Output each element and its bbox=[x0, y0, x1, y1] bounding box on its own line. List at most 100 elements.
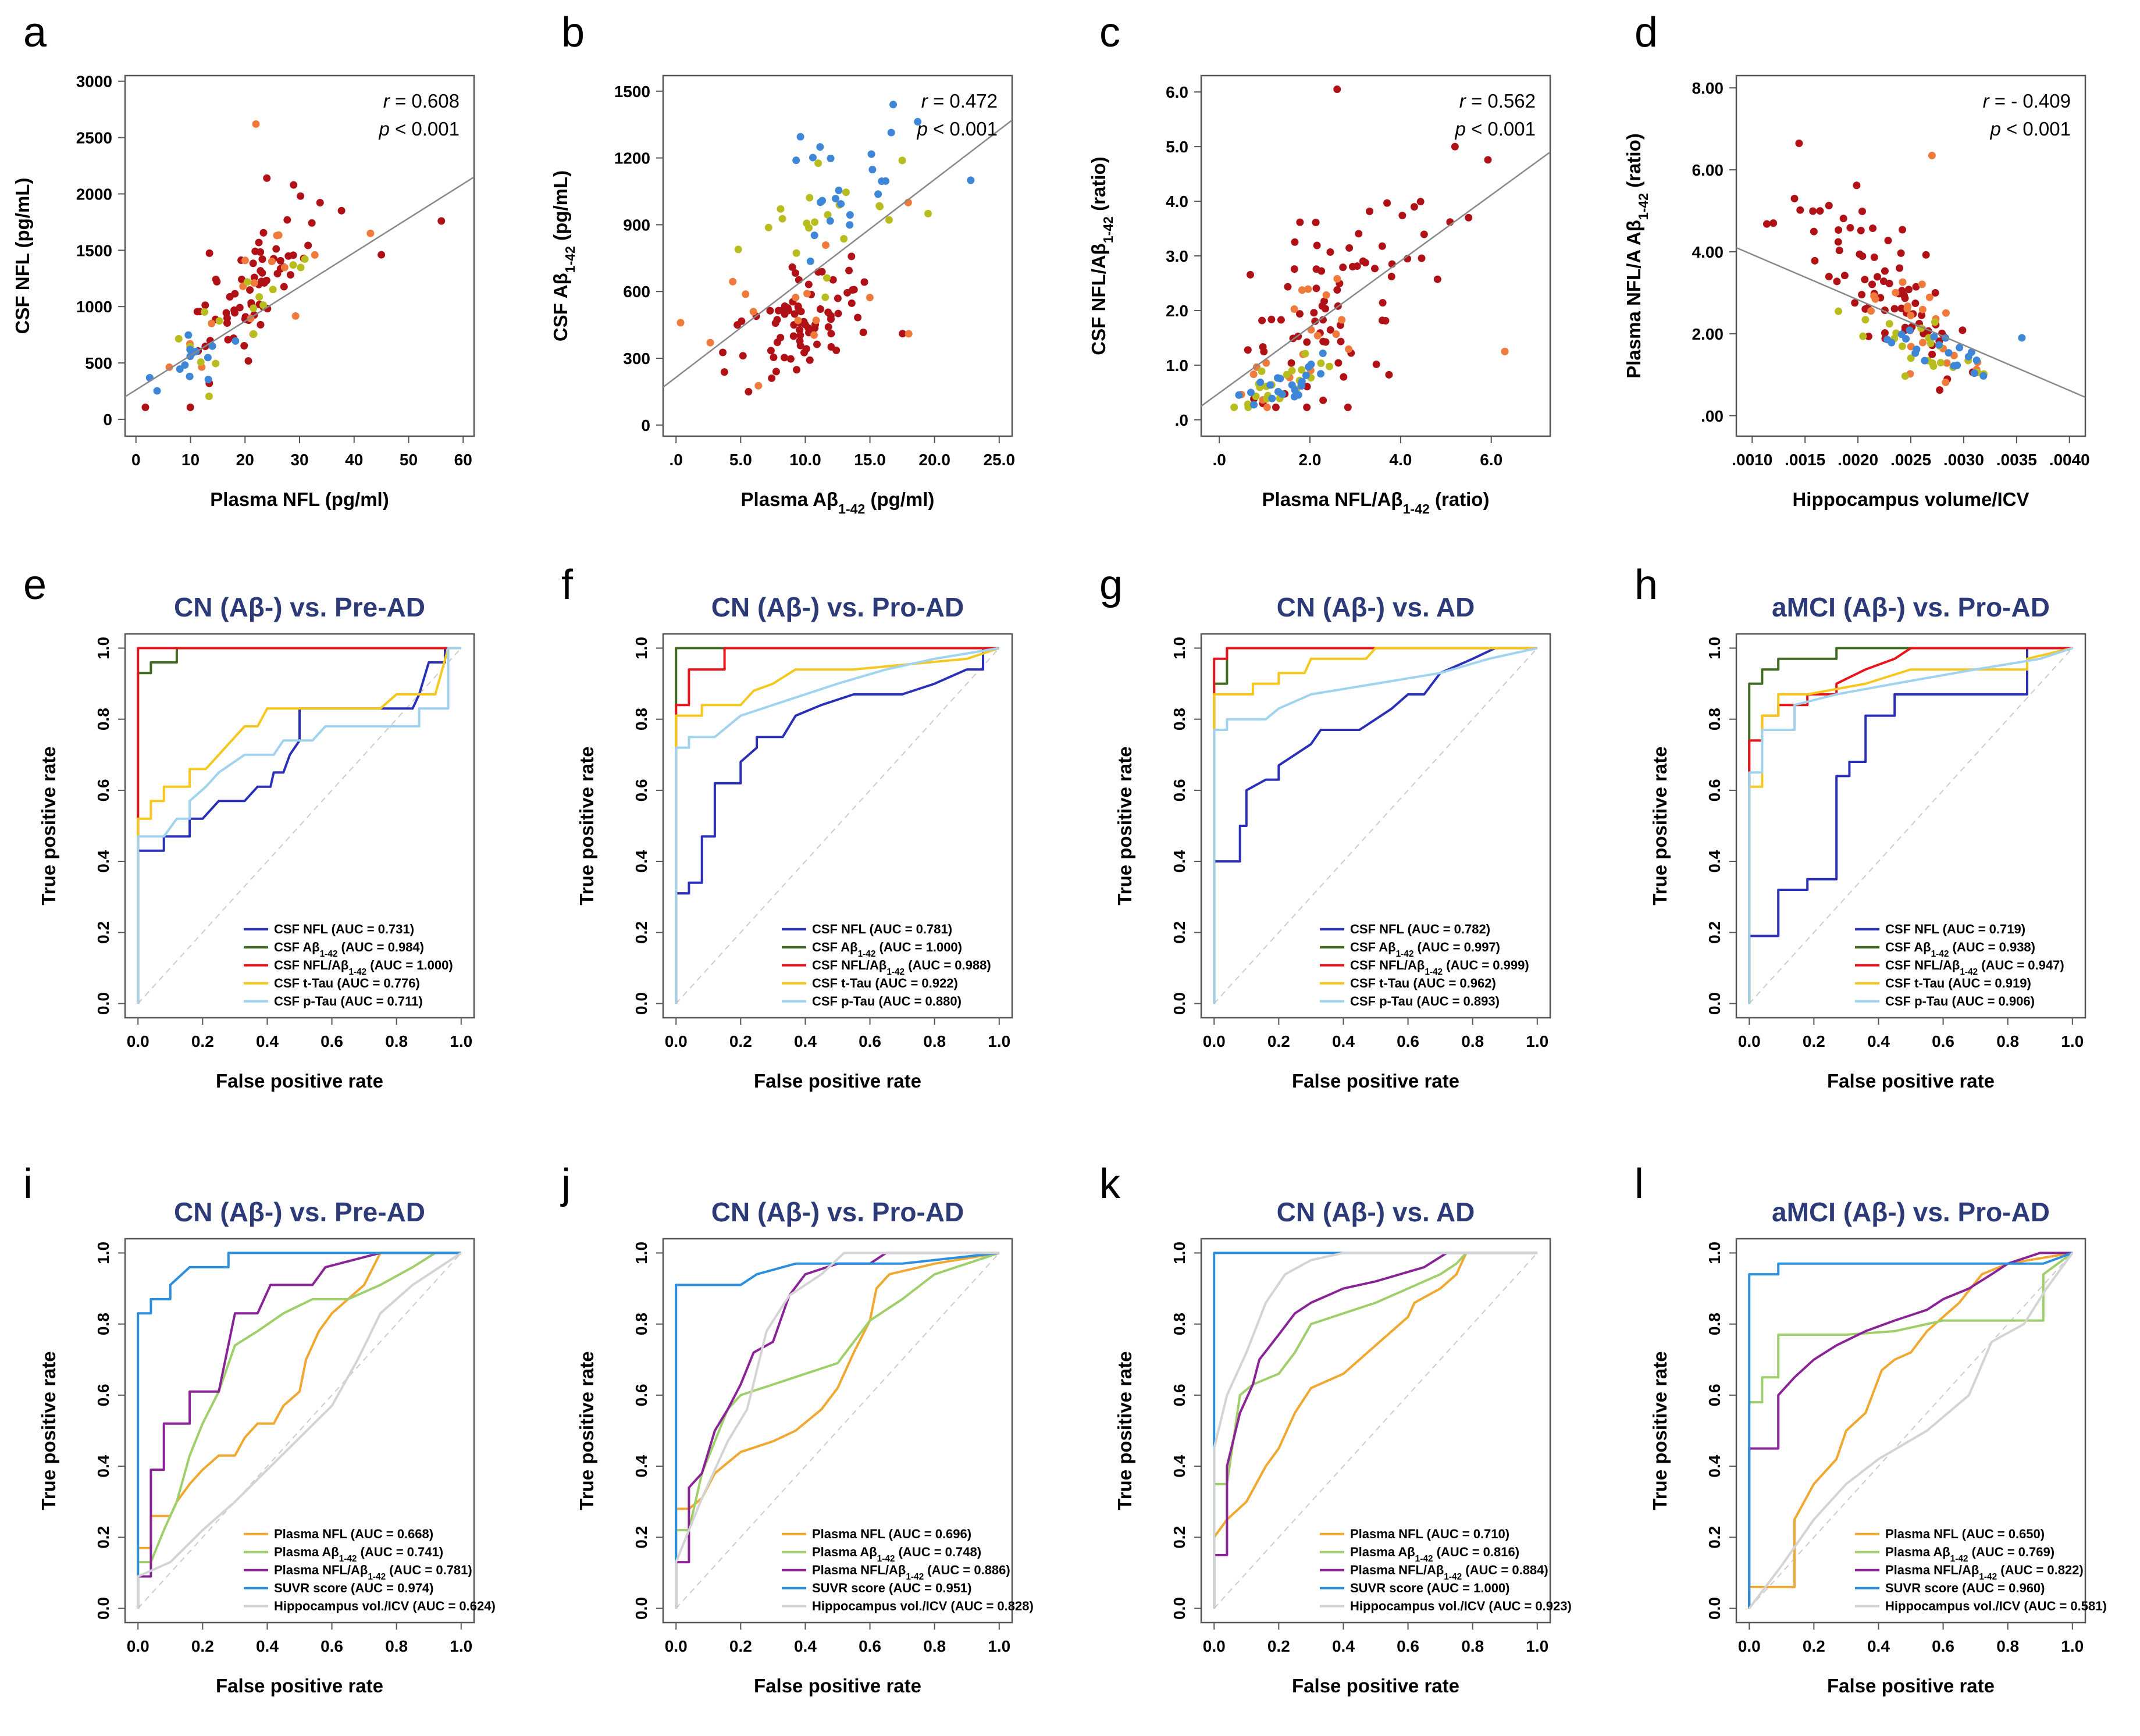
scatter-point bbox=[1303, 338, 1311, 346]
panel-title-f: CN (Aβ-) vs. Pro-AD bbox=[711, 592, 964, 622]
plot-frame-e bbox=[124, 633, 475, 1019]
y-tick-label-j: 0.0 bbox=[632, 1597, 650, 1620]
scatter-point bbox=[719, 348, 727, 357]
scatter-point bbox=[153, 387, 161, 395]
scatter-point bbox=[240, 341, 248, 350]
y-tick-label-l: 0.8 bbox=[1705, 1313, 1724, 1335]
scatter-point bbox=[255, 238, 263, 247]
panel-label-l: l bbox=[1635, 1161, 1644, 1207]
scatter-point bbox=[846, 211, 854, 219]
x-tick-label-e: 0.4 bbox=[256, 1032, 279, 1050]
roc-curve-g-4 bbox=[1213, 647, 1538, 1004]
scatter-point bbox=[809, 154, 817, 162]
scatter-point bbox=[257, 320, 265, 329]
y-tick-label-d: 4.00 bbox=[1692, 243, 1724, 261]
scatter-point bbox=[1897, 304, 1906, 312]
x-tick-label-j: 0.4 bbox=[794, 1637, 817, 1655]
x-tick-label-d: .0040 bbox=[2049, 451, 2090, 469]
scatter-point bbox=[1333, 286, 1341, 294]
y-tick-label-k: 0.8 bbox=[1170, 1313, 1188, 1335]
y-tick-label-f: 0.6 bbox=[632, 779, 650, 801]
scatter-point bbox=[283, 216, 291, 224]
y-tick-label-i: 1.0 bbox=[94, 1242, 112, 1264]
scatter-point bbox=[1381, 317, 1390, 325]
scatter-point bbox=[821, 293, 829, 301]
legend-entry-g: CSF t-Tau (AUC = 0.962) bbox=[1350, 976, 1496, 990]
legend-h: CSF NFL (AUC = 0.719) CSF Aβ1-42 (AUC = 0… bbox=[1855, 922, 2064, 1008]
scatter-point bbox=[1892, 288, 1900, 297]
y-tick-label-h: 0.2 bbox=[1705, 921, 1724, 944]
x-tick-label-k: 0.6 bbox=[1397, 1637, 1419, 1655]
panel-g: g CN (Aβ-) vs. AD 0.0 0.2 0.4 0.6 0.8 1.0 0.0 0.2… bbox=[1099, 562, 1551, 1092]
scatter-point bbox=[842, 188, 850, 197]
legend-entry-j: Plasma Aβ1-42 (AUC = 0.748) bbox=[812, 1545, 981, 1564]
x-tick-label-l: 0.6 bbox=[1932, 1637, 1954, 1655]
y-tick-label-f: 0.2 bbox=[632, 921, 650, 944]
roc-curve-i-3 bbox=[137, 1252, 461, 1609]
y-tick-label-j: 0.2 bbox=[632, 1526, 650, 1549]
y-tick-label-b: 300 bbox=[623, 350, 650, 368]
scatter-point bbox=[848, 252, 856, 261]
y-axis-label-k: True positive rate bbox=[1114, 1351, 1135, 1510]
legend-entry-j: Plasma NFL (AUC = 0.696) bbox=[812, 1527, 971, 1541]
plot-area-e bbox=[137, 647, 462, 1004]
panel-i: i CN (Aβ-) vs. Pre-AD 0.0 0.2 0.4 0.6 0.8 1.0 0.… bbox=[23, 1161, 496, 1696]
scatter-point bbox=[1870, 253, 1878, 261]
panel-a: a 0 10 20 30 40 50 60 0 500 1000 1500 2000 2500 3000 Pl… bbox=[12, 9, 475, 510]
scatter-point bbox=[1319, 349, 1327, 357]
scatter-point bbox=[791, 310, 799, 318]
scatter-point bbox=[786, 355, 795, 363]
scatter-point bbox=[1809, 207, 1817, 215]
y-tick-label-a: 2000 bbox=[76, 185, 112, 203]
roc-curve-e-0 bbox=[137, 647, 461, 1004]
scatter-point bbox=[1333, 275, 1341, 283]
scatter-point bbox=[246, 286, 254, 294]
panel-title-e: CN (Aβ-) vs. Pre-AD bbox=[174, 592, 425, 622]
scatter-point bbox=[1857, 226, 1865, 234]
scatter-point bbox=[791, 269, 799, 277]
y-tick-label-e: 0.0 bbox=[94, 992, 112, 1015]
x-tick-label-j: 0.2 bbox=[729, 1637, 752, 1655]
y-tick-label-k: 0.2 bbox=[1170, 1526, 1188, 1549]
scatter-point bbox=[827, 315, 835, 323]
x-tick-label-b: .0 bbox=[670, 451, 683, 469]
scatter-point bbox=[1378, 242, 1386, 250]
scatter-point bbox=[811, 324, 819, 332]
legend-entry-k: Plasma NFL/Aβ1-42 (AUC = 0.884) bbox=[1350, 1563, 1548, 1582]
roc-curve-f-4 bbox=[675, 647, 1000, 1004]
scatter-point bbox=[255, 293, 264, 301]
scatter-point bbox=[706, 338, 714, 347]
scatter-point bbox=[251, 247, 259, 255]
scatter-point bbox=[889, 101, 898, 109]
scatter-point bbox=[1861, 316, 1870, 324]
scatter-point bbox=[1902, 335, 1910, 343]
x-tick-label-j: 0.8 bbox=[923, 1637, 946, 1655]
scatter-point bbox=[1274, 387, 1282, 395]
scatter-point bbox=[1277, 316, 1285, 324]
y-tick-label-l: 1.0 bbox=[1705, 1242, 1724, 1264]
y-tick-label-d: 2.00 bbox=[1692, 325, 1724, 343]
scatter-point bbox=[905, 330, 913, 338]
scatter-point bbox=[754, 382, 763, 390]
scatter-point bbox=[1298, 377, 1306, 386]
legend-entry-g: CSF NFL (AUC = 0.782) bbox=[1350, 922, 1490, 936]
y-tick-label-i: 0.0 bbox=[94, 1597, 112, 1620]
scatter-point bbox=[1290, 265, 1298, 273]
plot-frame-f bbox=[662, 633, 1013, 1019]
y-tick-label-k: 0.4 bbox=[1170, 1455, 1188, 1477]
scatter-point bbox=[284, 252, 293, 260]
y-tick-label-h: 1.0 bbox=[1705, 637, 1724, 660]
scatter-point bbox=[244, 357, 252, 365]
diagonal-reference-i bbox=[137, 1252, 462, 1609]
scatter-point bbox=[205, 393, 213, 401]
y-tick-label-d: 6.00 bbox=[1692, 161, 1724, 179]
scatter-point bbox=[779, 306, 787, 314]
legend-entry-j: Plasma NFL/Aβ1-42 (AUC = 0.886) bbox=[812, 1563, 1010, 1582]
scatter-point bbox=[827, 330, 835, 338]
x-tick-label-e: 0.8 bbox=[385, 1032, 408, 1050]
x-tick-label-e: 1.0 bbox=[450, 1032, 472, 1050]
scatter-point bbox=[304, 241, 312, 249]
scatter-point bbox=[1834, 238, 1842, 246]
scatter-point bbox=[1244, 346, 1252, 354]
panel-d: d .0010 .0015 .0020 .0025 .0030 .0035 .0040 .00 2… bbox=[1623, 9, 2090, 510]
